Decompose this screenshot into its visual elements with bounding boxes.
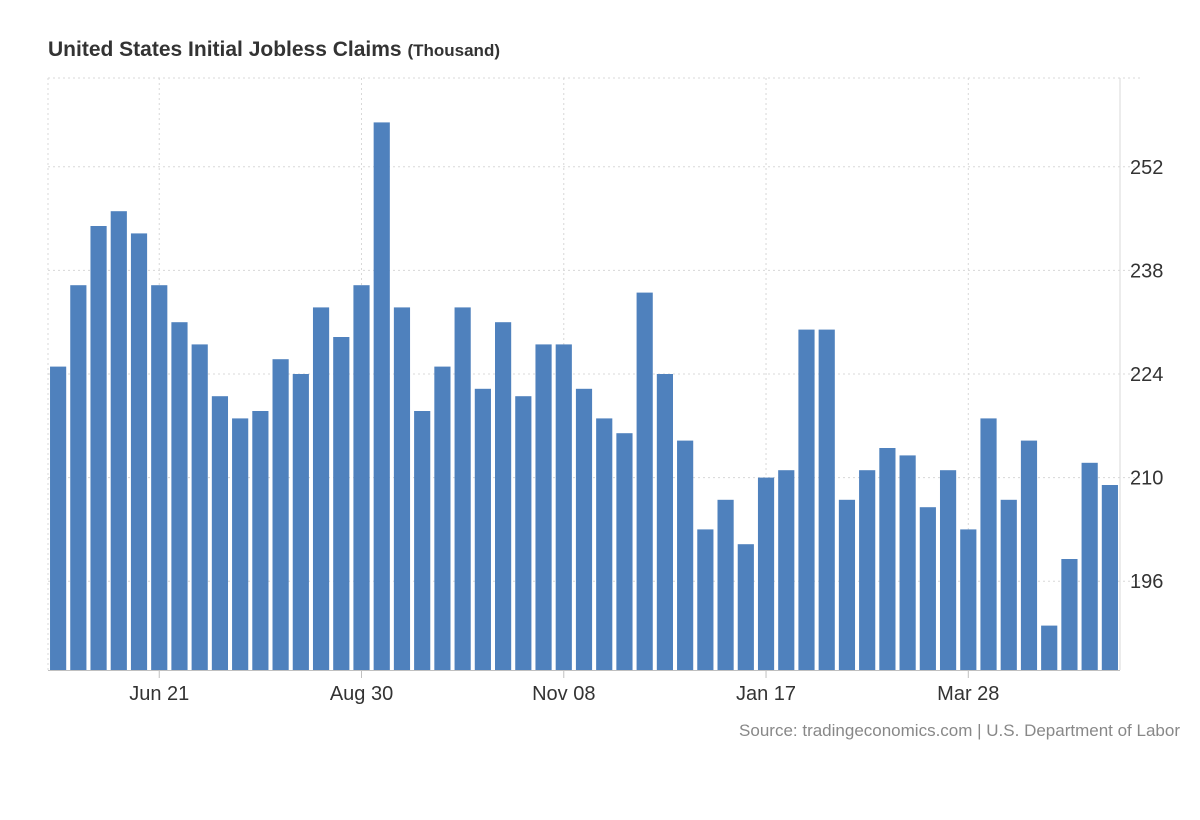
y-tick-label: 210 (1130, 468, 1163, 490)
bar (737, 544, 754, 670)
bar (778, 470, 795, 670)
bar (373, 122, 390, 670)
bar (292, 374, 309, 670)
bar (899, 455, 916, 670)
bar (596, 418, 613, 670)
bar (1081, 462, 1098, 670)
x-tick-label: Nov 08 (532, 683, 595, 705)
bar (454, 307, 471, 670)
bar (272, 359, 289, 670)
bar (656, 374, 673, 670)
x-tick-label: Jan 17 (736, 683, 796, 705)
bar (110, 211, 127, 670)
source-note: Source: tradingeconomics.com | U.S. Depa… (739, 721, 1180, 740)
bar (211, 396, 229, 670)
axes: 196 210 224 238 252 Jun 21 Aug 30 Nov 08 Jan 17 M… (48, 157, 1163, 705)
bar (616, 433, 633, 670)
bar (50, 366, 67, 670)
bar (980, 418, 997, 670)
bar (252, 411, 269, 670)
bars (50, 122, 1118, 670)
bar (960, 529, 977, 670)
bar (414, 411, 431, 670)
bar (818, 329, 835, 670)
bar (636, 292, 653, 670)
bar (474, 388, 491, 670)
bar (575, 388, 593, 670)
bar (333, 337, 350, 670)
x-tick-label: Jun 21 (129, 683, 189, 705)
bar (838, 499, 856, 670)
bar (90, 226, 107, 670)
y-tick-label: 252 (1130, 157, 1163, 179)
bar (757, 477, 775, 670)
bar (717, 499, 734, 670)
bar (919, 507, 936, 670)
bar (697, 529, 714, 670)
bar (939, 470, 957, 670)
chart-title: United States Initial Jobless Claims (Th… (48, 38, 500, 62)
bar (555, 344, 572, 670)
bar (130, 233, 148, 670)
chart-unit: (Thousand) (407, 41, 500, 60)
bar (1000, 499, 1017, 670)
bar (434, 366, 451, 670)
bar (151, 285, 168, 670)
x-tick-label: Mar 28 (937, 683, 999, 705)
bar (171, 322, 188, 670)
bar (232, 418, 249, 670)
bar (70, 285, 87, 670)
bar (515, 396, 532, 670)
y-tick-label: 196 (1130, 571, 1163, 593)
bar (859, 470, 876, 670)
bar (677, 440, 694, 670)
bar (1061, 559, 1078, 670)
bar (1101, 485, 1118, 670)
bar (393, 307, 411, 670)
bar (535, 344, 552, 670)
bar (879, 448, 896, 670)
bar (495, 322, 512, 670)
chart-title-text: United States Initial Jobless Claims (48, 38, 402, 61)
bar (191, 344, 208, 670)
bar (798, 329, 815, 670)
bar (353, 285, 370, 670)
y-tick-label: 238 (1130, 260, 1163, 282)
bar (1041, 625, 1058, 670)
x-tick-label: Aug 30 (330, 683, 393, 705)
bar (312, 307, 330, 670)
y-tick-label: 224 (1130, 364, 1163, 386)
bar (1020, 440, 1038, 670)
